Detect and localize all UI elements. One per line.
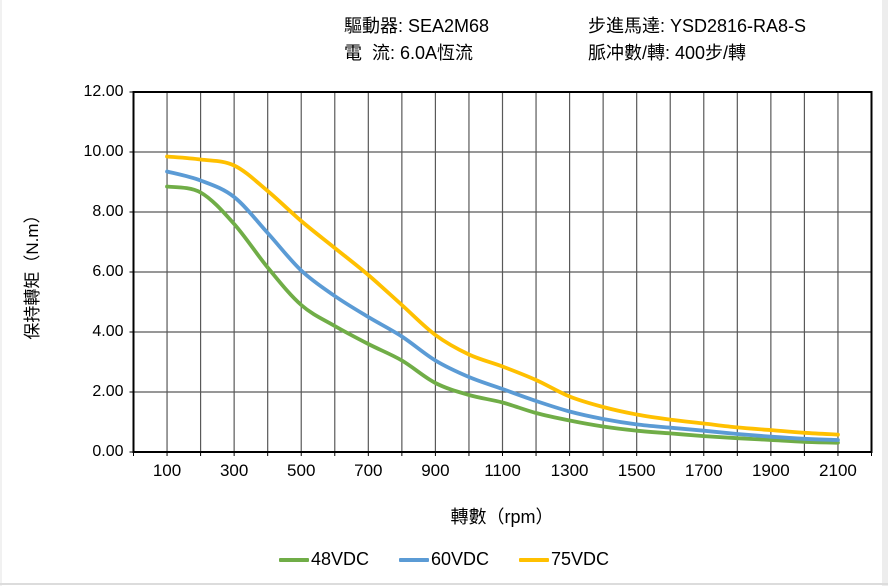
y-tick-label: 12.00: [83, 83, 124, 100]
x-tick-label: 1700: [684, 461, 723, 480]
x-tick-label: 300: [219, 461, 249, 480]
series-line-75vdc: [165, 154, 840, 437]
y-axis-title: 保持轉矩（N.m）: [23, 206, 42, 340]
x-axis-title: 轉數（rpm）: [450, 507, 554, 527]
window-edge-left: [0, 0, 2, 586]
pulses-spec: 脈冲數/轉: 400步/轉: [588, 43, 747, 63]
y-tick-label: 6.00: [92, 263, 124, 280]
x-tick-label: 1300: [550, 461, 589, 480]
y-tick-label: 0.00: [92, 443, 124, 460]
legend-label-48vdc: 48VDC: [310, 549, 369, 569]
x-tick-label: 1500: [617, 461, 656, 480]
legend-swatch-75vdc: [519, 557, 550, 562]
series-line-60vdc: [165, 169, 840, 442]
y-tick-label: 2.00: [92, 383, 124, 400]
series-line-48vdc: [165, 184, 840, 445]
legend-swatch-48vdc: [278, 557, 309, 562]
window-edge-bottom: [0, 583, 888, 585]
legend-item-75vdc: 75VDC: [519, 549, 609, 570]
legend-swatch-60vdc: [398, 557, 429, 562]
y-tick-label: 4.00: [92, 323, 124, 340]
x-tick-label: 1900: [751, 461, 790, 480]
window-edge-right: [882, 0, 888, 586]
legend-label-75vdc: 75VDC: [551, 549, 610, 569]
x-tick-label: 900: [421, 461, 450, 480]
x-tick-label: 500: [287, 461, 316, 480]
chart-legend: 48VDC 60VDC 75VDC: [0, 549, 888, 570]
y-tick-label: 10.00: [83, 143, 124, 160]
driver-spec: 驅動器: SEA2M68: [344, 16, 490, 36]
current-spec: 電 流: 6.0A恆流: [344, 43, 474, 63]
x-tick-label: 2100: [819, 461, 857, 480]
y-tick-label: 8.00: [92, 203, 124, 220]
legend-item-48vdc: 48VDC: [278, 549, 369, 570]
x-tick-label: 100: [152, 461, 182, 480]
legend-label-60vdc: 60VDC: [430, 549, 490, 569]
legend-item-60vdc: 60VDC: [398, 549, 490, 570]
x-tick-label: 1100: [484, 461, 521, 480]
motor-spec: 步進馬達: YSD2816-RA8-S: [588, 16, 807, 36]
plot-border: [132, 91, 873, 453]
x-tick-label: 700: [354, 461, 383, 480]
